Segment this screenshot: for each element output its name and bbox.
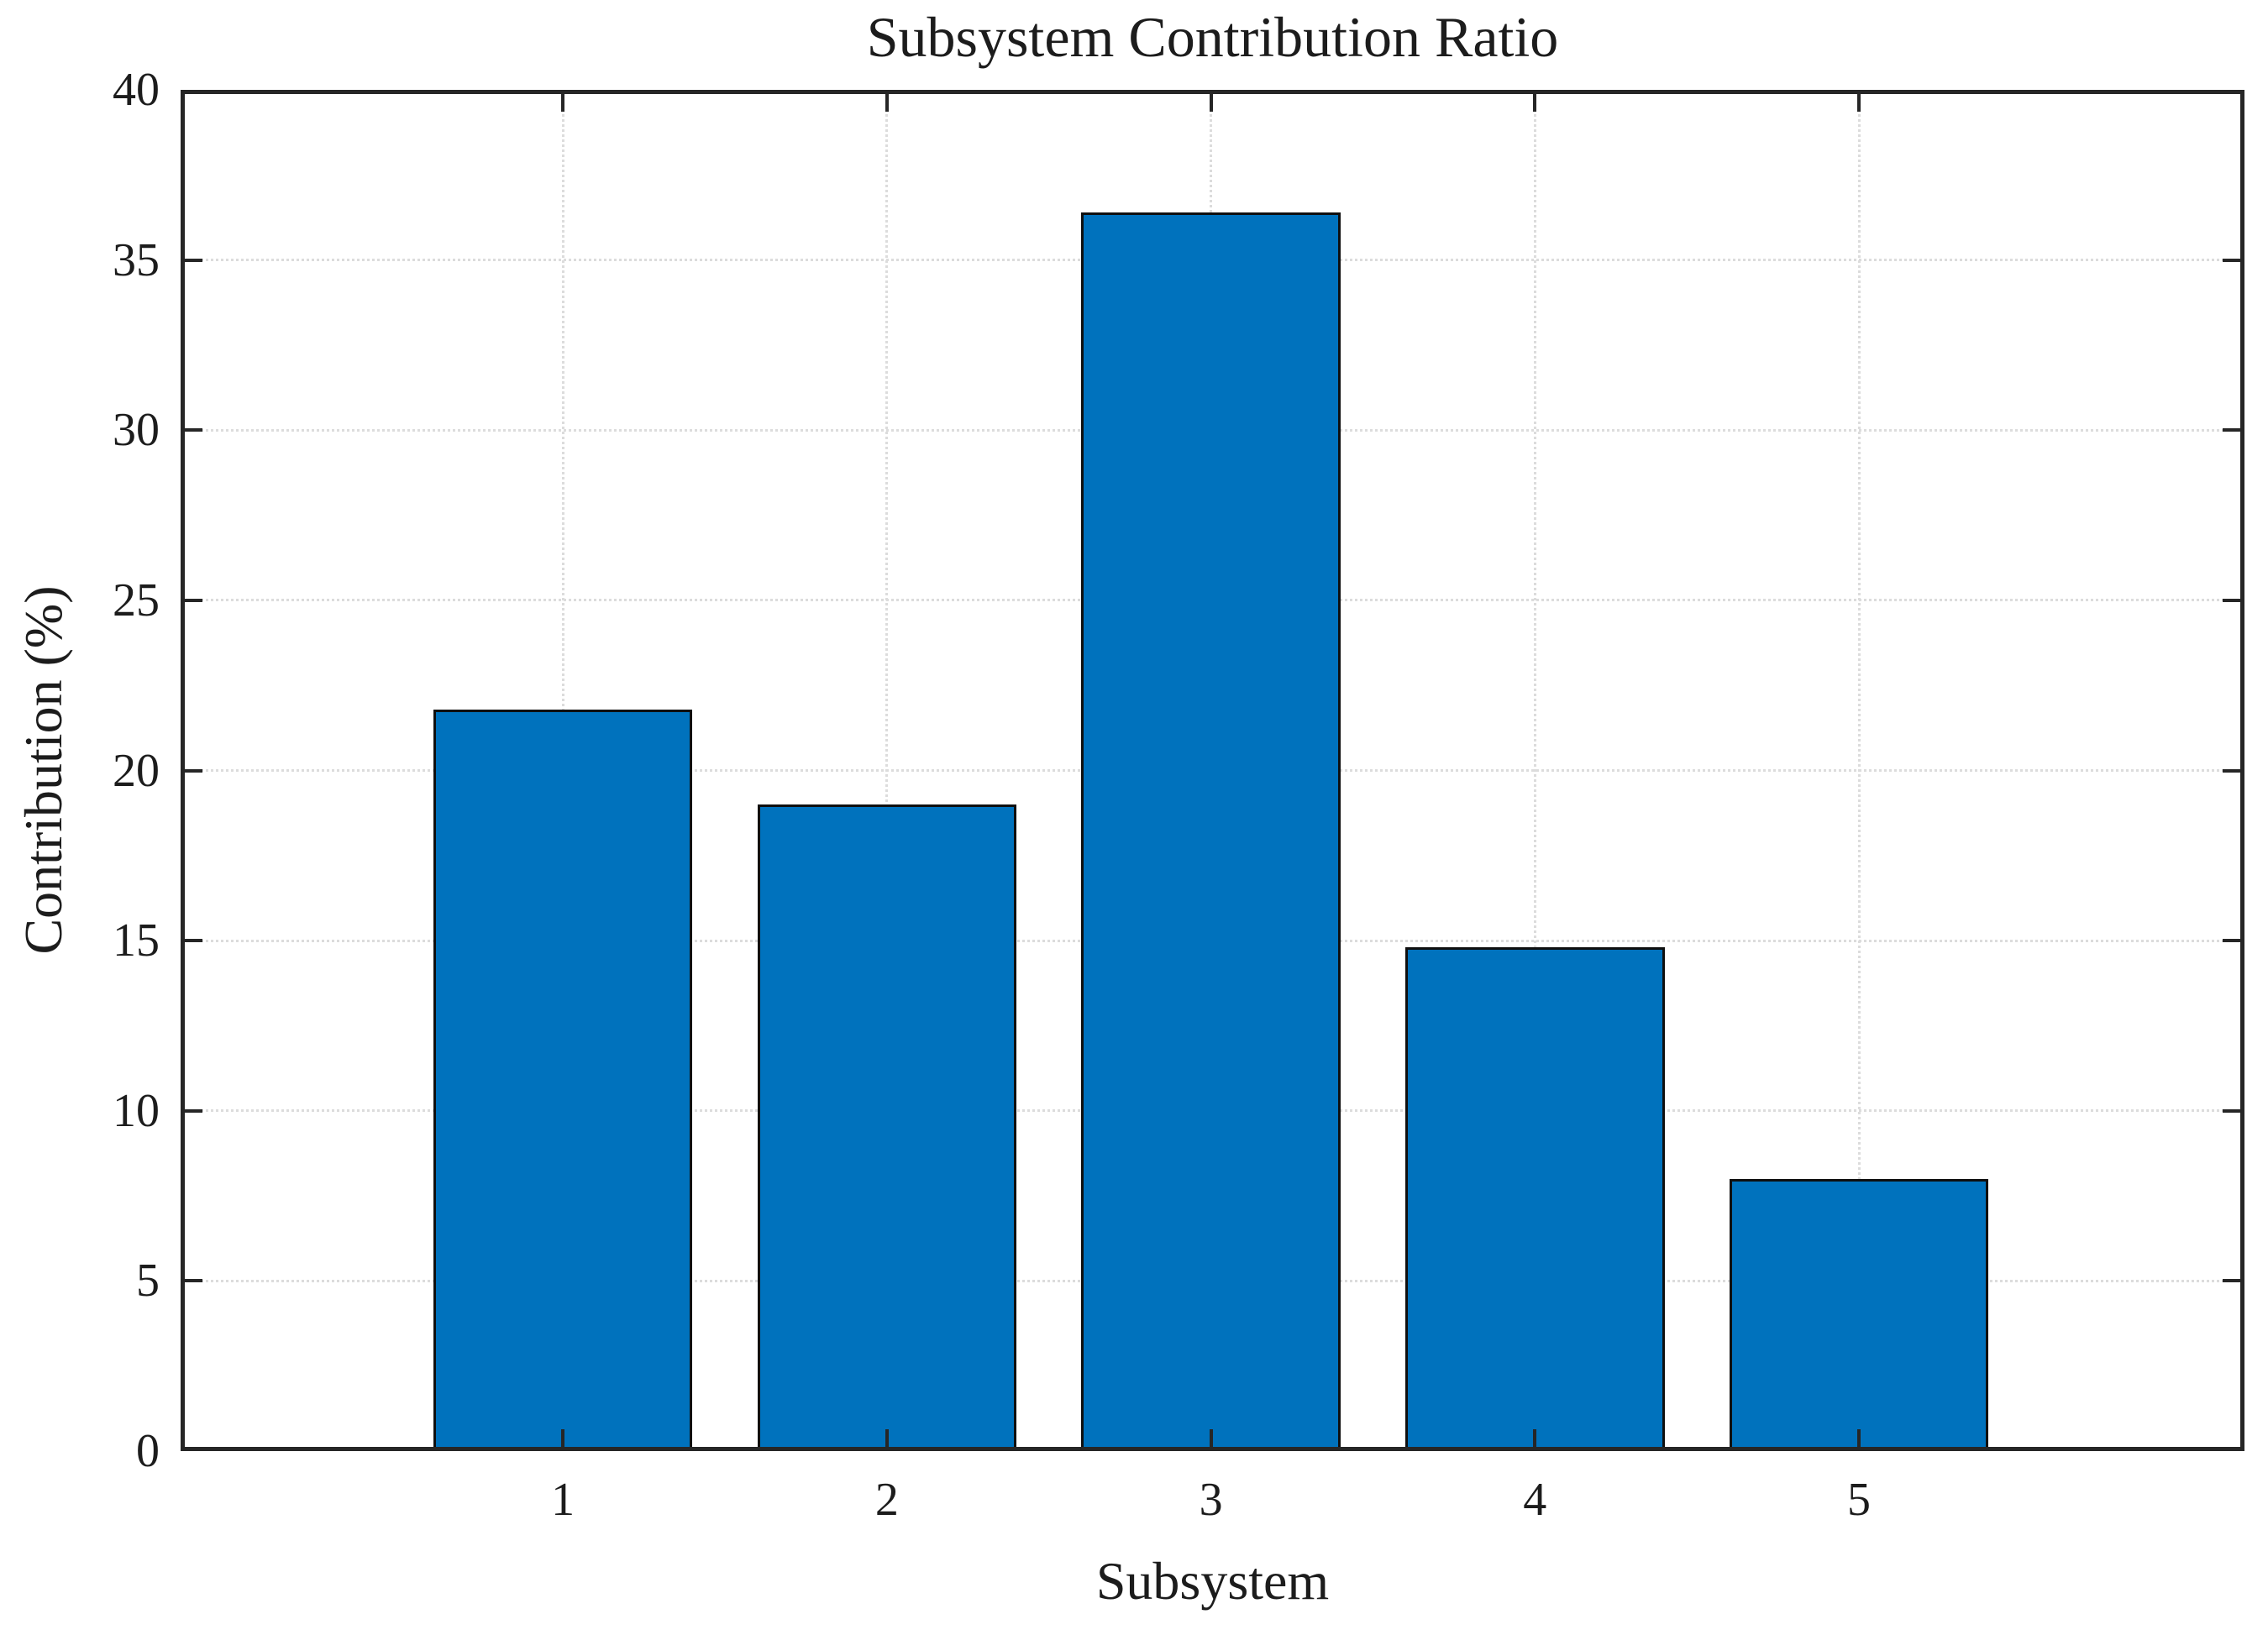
y-tick-left-15	[181, 939, 202, 943]
bar-2	[757, 804, 1017, 1451]
bars-layer	[181, 90, 2244, 1451]
chart-title: Subsystem Contribution Ratio	[866, 5, 1559, 69]
x-tick-label-1: 1	[551, 1474, 575, 1526]
y-tick-left-25	[181, 598, 202, 602]
x-tick-top-3	[1209, 90, 1213, 112]
bar-3	[1081, 212, 1341, 1451]
y-tick-right-15	[2223, 939, 2244, 943]
v-gridline-2	[885, 90, 889, 1451]
x-tick-bottom-4	[1533, 1429, 1537, 1451]
bar-1	[433, 709, 693, 1451]
y-axis-label: Contribution (%)	[13, 585, 73, 955]
y-tick-left-30	[181, 428, 202, 432]
x-tick-label-3: 3	[1199, 1474, 1223, 1526]
x-tick-label-4: 4	[1523, 1474, 1547, 1526]
y-tick-right-25	[2223, 598, 2244, 602]
bar-4	[1405, 947, 1665, 1451]
y-tick-label-40: 40	[113, 64, 160, 116]
x-tick-bottom-5	[1857, 1429, 1861, 1451]
x-tick-top-1	[561, 90, 565, 112]
ticks-layer	[181, 90, 2244, 1451]
plot-area	[181, 90, 2244, 1451]
y-tick-label-20: 20	[113, 744, 160, 797]
y-tick-left-5	[181, 1279, 202, 1283]
y-tick-label-15: 15	[113, 914, 160, 967]
v-gridline-5	[1857, 90, 1861, 1451]
bar-5	[1729, 1178, 1989, 1451]
y-tick-label-10: 10	[113, 1084, 160, 1137]
x-tick-bottom-1	[561, 1429, 565, 1451]
y-tick-left-10	[181, 1108, 202, 1113]
v-gridline-4	[1533, 90, 1536, 1451]
y-tick-label-0: 0	[136, 1425, 160, 1477]
y-tick-right-5	[2223, 1279, 2244, 1283]
y-tick-label-5: 5	[136, 1255, 160, 1307]
x-tick-top-4	[1533, 90, 1537, 112]
y-tick-label-25: 25	[113, 574, 160, 626]
y-tick-label-35: 35	[113, 233, 160, 286]
x-tick-top-2	[885, 90, 889, 112]
x-tick-bottom-3	[1209, 1429, 1213, 1451]
y-tick-right-35	[2223, 258, 2244, 262]
y-tick-left-20	[181, 768, 202, 773]
y-tick-right-10	[2223, 1108, 2244, 1113]
x-tick-top-5	[1857, 90, 1861, 112]
x-tick-bottom-2	[885, 1429, 889, 1451]
x-tick-label-2: 2	[874, 1474, 899, 1526]
x-axis-label: Subsystem	[1095, 1551, 1330, 1611]
y-tick-right-20	[2223, 768, 2244, 773]
y-tick-left-35	[181, 258, 202, 262]
y-tick-label-30: 30	[113, 404, 160, 457]
y-tick-right-30	[2223, 428, 2244, 432]
x-tick-label-5: 5	[1847, 1474, 1871, 1526]
